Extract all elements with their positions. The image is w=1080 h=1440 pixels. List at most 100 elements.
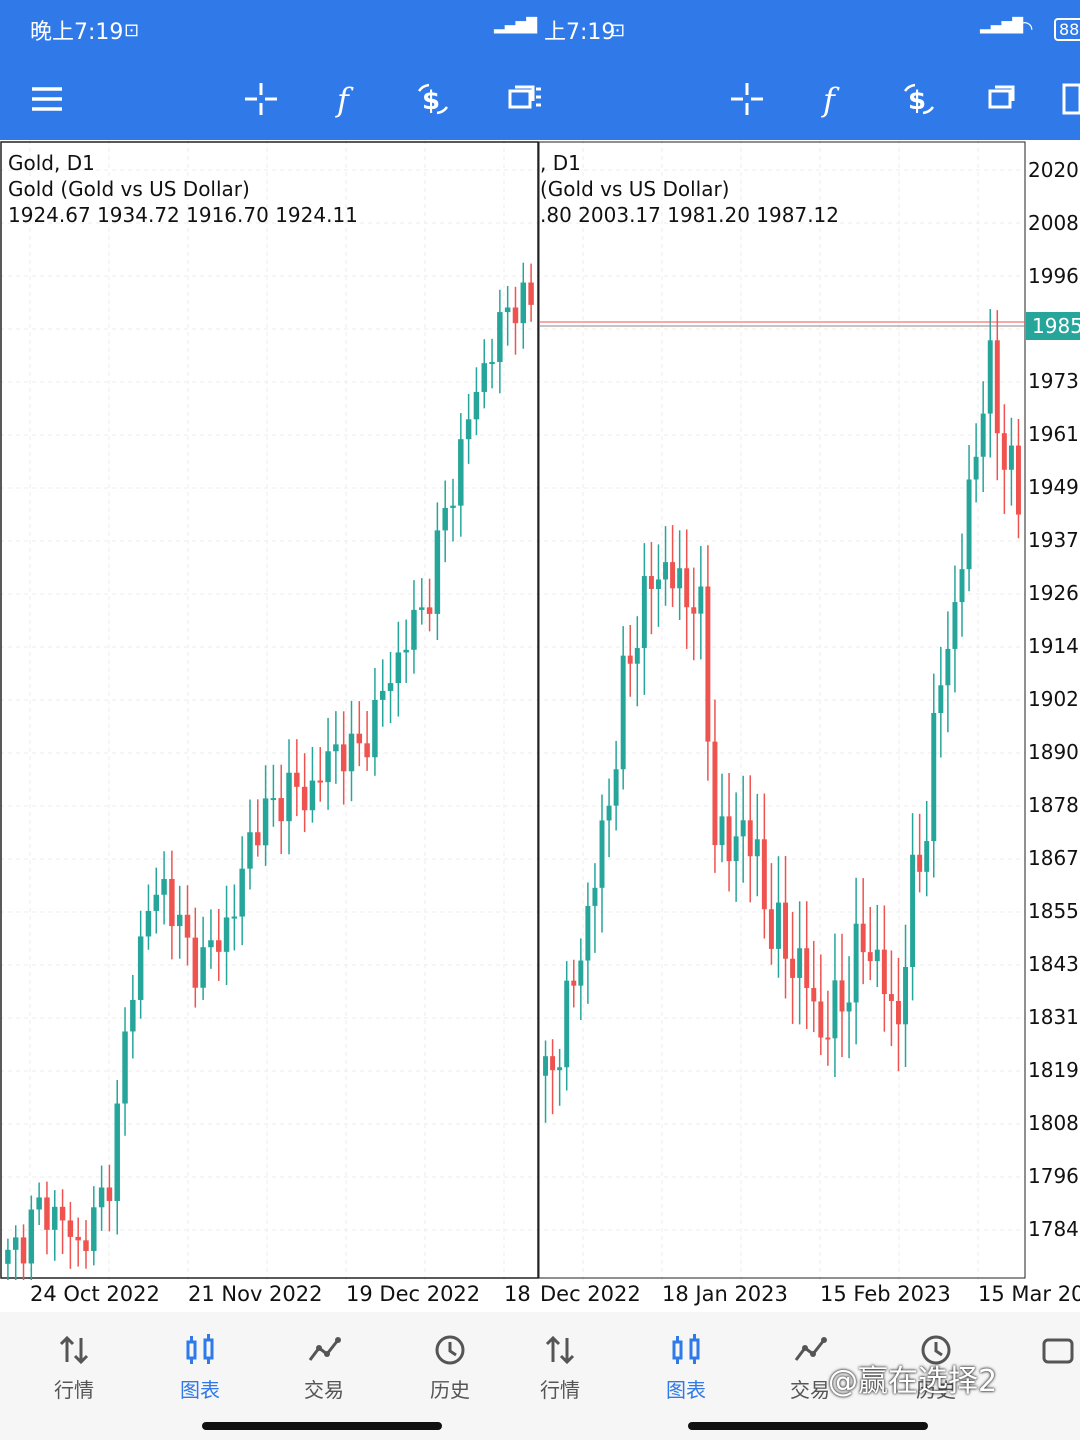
candle-body [44, 1197, 50, 1230]
price-tick: 1867. [1028, 846, 1080, 870]
chart-canvas[interactable] [0, 140, 1080, 1280]
price-tick: 1926. [1028, 581, 1080, 605]
candle-body [564, 980, 570, 1068]
candle-body [740, 820, 746, 837]
window-button-2[interactable] [978, 72, 1032, 126]
candle-body [684, 568, 690, 608]
candle-body [137, 936, 144, 1000]
candle-body [903, 966, 908, 1025]
candle-body [754, 839, 760, 857]
candle-body [255, 832, 261, 846]
candle-body [599, 820, 605, 888]
candle-body [733, 836, 739, 862]
trade-button-2[interactable]: $ [892, 72, 946, 126]
candle-body [184, 914, 191, 938]
price-tick: 1784. [1028, 1217, 1080, 1241]
indicators-button[interactable]: f [320, 72, 374, 126]
candle-body [627, 655, 633, 664]
candle-body [489, 361, 495, 364]
candle-body [874, 949, 880, 962]
price-tick: 1796. [1028, 1164, 1080, 1188]
nav-trade-2[interactable]: 交易 [760, 1332, 860, 1403]
date-tick: 18 [504, 1282, 531, 1306]
candle-body [881, 949, 887, 995]
candle-body [747, 820, 753, 857]
date-tick: 24 Oct 2022 [30, 1282, 160, 1306]
candle-body [606, 805, 612, 821]
nav-chart[interactable]: 图表 [150, 1332, 250, 1403]
chart-icon [672, 1334, 700, 1364]
menu-button[interactable] [20, 72, 74, 126]
candle-body [98, 1187, 105, 1208]
nav-history[interactable]: 历史 [400, 1332, 500, 1403]
candle-body [419, 607, 425, 610]
signal-icon: ▂▄▆█ [494, 18, 538, 34]
nav-quotes[interactable]: 行情 [24, 1332, 124, 1403]
candle-body [839, 980, 845, 1012]
nav-label: 行情 [540, 1378, 580, 1402]
candle-body [379, 690, 386, 700]
chart-area[interactable] [0, 140, 1080, 1280]
candle-body [776, 902, 781, 949]
svg-text:$: $ [422, 86, 440, 116]
candle-body [641, 576, 647, 649]
candle-body [571, 980, 577, 986]
candle-body [161, 878, 167, 895]
date-tick: 15 Feb 2023 [820, 1282, 951, 1306]
candle-body [114, 1103, 120, 1202]
crosshair-button-2[interactable] [720, 72, 774, 126]
candle-body [691, 607, 697, 614]
nav-chart-2[interactable]: 图表 [636, 1332, 736, 1403]
candle-body [945, 648, 951, 686]
trade-button[interactable]: $ [406, 72, 460, 126]
candle-body [356, 733, 363, 744]
chart-icon [186, 1334, 214, 1364]
candle-body [797, 948, 803, 978]
candle-body [75, 1236, 81, 1241]
candle-body [231, 916, 238, 919]
nav-quotes-2[interactable]: 行情 [510, 1332, 610, 1403]
candle-body [867, 952, 873, 962]
candle-body [325, 751, 331, 783]
candle-body [262, 798, 269, 846]
candle-body [825, 1037, 831, 1040]
indicators-button-2[interactable]: f [806, 72, 860, 126]
nav-trade[interactable]: 交易 [274, 1332, 374, 1403]
quotes-icon [59, 1335, 89, 1365]
candle-body [931, 712, 937, 842]
date-tick: 15 Mar 202 [978, 1282, 1080, 1306]
price-tick: 1914.3 [1028, 634, 1080, 658]
messages-icon[interactable] [1040, 1332, 1080, 1372]
candle-body [663, 562, 668, 580]
candle-body [348, 733, 355, 772]
candle-body [917, 854, 923, 872]
candle-body [528, 282, 534, 305]
price-tick: 1808. [1028, 1111, 1080, 1135]
price-tick: 1949. [1028, 475, 1080, 499]
window-button[interactable] [498, 72, 552, 126]
candle-body [832, 980, 838, 1039]
price-tick: 1902. [1028, 687, 1080, 711]
candle-body [473, 391, 480, 420]
price-tick: 1890. [1028, 740, 1080, 764]
candle-body [458, 439, 464, 506]
window-icon [508, 85, 541, 109]
candle-body [520, 282, 527, 324]
nav-history-2[interactable]: 历史 [886, 1332, 986, 1403]
candle-body [145, 910, 152, 937]
signal-icon-2: ▂▄▆█ [980, 18, 1024, 34]
candle-body [169, 878, 175, 927]
price-tick: 1855. [1028, 899, 1080, 923]
candle-body [317, 780, 323, 783]
candle-body [557, 1067, 563, 1071]
more-button[interactable] [1060, 72, 1080, 126]
current-price-tag: 1985 [1026, 312, 1080, 340]
candle-body [364, 743, 370, 758]
candle-body [719, 816, 725, 846]
history-icon [921, 1335, 951, 1365]
crosshair-button[interactable] [234, 72, 288, 126]
nav-label: 交易 [790, 1378, 830, 1402]
trade-dollar-icon: $ [903, 83, 935, 116]
candle-body [634, 648, 640, 664]
indicators-icon: f [821, 81, 840, 119]
